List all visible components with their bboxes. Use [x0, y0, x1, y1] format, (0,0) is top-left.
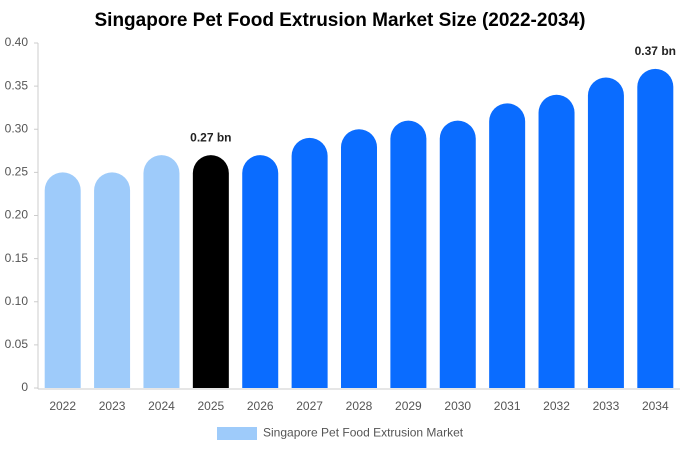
- bar: [94, 172, 131, 388]
- x-tick-label: 2026: [247, 399, 274, 413]
- bar: [143, 155, 180, 388]
- x-tick-label: 2023: [99, 399, 126, 413]
- legend-swatch: [217, 427, 257, 440]
- y-tick-label: 0.40: [5, 35, 29, 49]
- x-tick-label: 2027: [296, 399, 323, 413]
- x-tick-label: 2032: [543, 399, 570, 413]
- bar: [192, 155, 229, 388]
- x-tick-label: 2031: [494, 399, 521, 413]
- y-tick-label: 0.10: [5, 294, 29, 308]
- bar: [489, 103, 526, 389]
- y-tick-label: 0.30: [5, 121, 29, 135]
- x-tick-label: 2034: [642, 399, 669, 413]
- bar: [242, 155, 279, 388]
- bar: [538, 94, 575, 388]
- chart-title: Singapore Pet Food Extrusion Market Size…: [95, 10, 586, 31]
- bar: [341, 129, 377, 388]
- y-tick-label: 0: [21, 380, 28, 394]
- x-tick-label: 2029: [395, 399, 422, 413]
- bar: [637, 68, 674, 388]
- value-label: 0.37 bn: [635, 44, 676, 58]
- value-label: 0.27 bn: [190, 130, 231, 144]
- bar: [44, 172, 81, 388]
- y-tick-label: 0.05: [5, 337, 29, 351]
- bar: [390, 120, 427, 388]
- bar: [291, 137, 328, 388]
- x-tick-label: 2033: [593, 399, 620, 413]
- bar: [587, 77, 624, 389]
- x-tick-label: 2022: [49, 399, 76, 413]
- legend-label: Singapore Pet Food Extrusion Market: [263, 426, 464, 440]
- y-tick-label: 0.15: [5, 251, 29, 265]
- bar: [439, 120, 476, 388]
- x-tick-label: 2025: [197, 399, 224, 413]
- y-tick-label: 0.35: [5, 78, 29, 92]
- x-tick-label: 2028: [346, 399, 373, 413]
- x-tick-label: 2024: [148, 399, 175, 413]
- x-tick-label: 2030: [444, 399, 471, 413]
- y-tick-label: 0.25: [5, 165, 29, 179]
- y-tick-label: 0.20: [5, 208, 29, 222]
